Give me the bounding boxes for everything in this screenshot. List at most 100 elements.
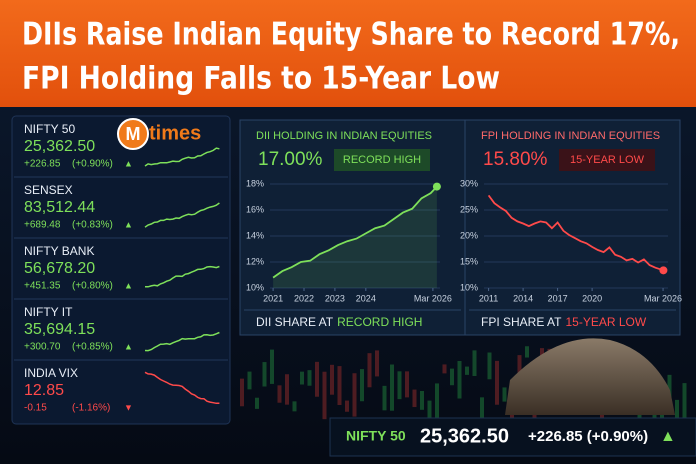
y-tick-label: 18% — [246, 178, 264, 188]
end-point — [432, 182, 441, 191]
ticker-name: SENSEX — [24, 183, 73, 197]
decor-candle — [495, 360, 499, 405]
ticker-arrow: ▲ — [124, 158, 133, 168]
decor-candle — [307, 370, 312, 386]
building — [505, 338, 675, 415]
decor-candle — [487, 352, 492, 380]
decor-candle — [330, 364, 334, 395]
bottom-ticker-arrow: ▲ — [660, 428, 676, 445]
logo-mark — [117, 118, 149, 150]
y-tick-label: 16% — [246, 204, 264, 214]
decor-candle — [682, 383, 687, 431]
decor-candle — [247, 371, 252, 390]
chart-title: FPI HOLDING IN INDIAN EQUITIES — [481, 130, 660, 142]
line — [272, 185, 438, 279]
decor-candle — [472, 350, 477, 377]
ticker-change-pct: (-1.16%) — [72, 403, 110, 414]
x-tick-label: 2017 — [548, 293, 568, 303]
badge — [334, 149, 430, 171]
decor-candle — [367, 353, 372, 388]
ticker-value: 56,678.20 — [24, 260, 95, 277]
decor-candle — [375, 350, 379, 377]
x-tick-label: Mar 2026 — [414, 293, 452, 303]
ticker-name: NIFTY 50 — [24, 122, 75, 136]
footer-lead: FPI SHARE AT — [481, 315, 562, 329]
chart-title: DII HOLDING IN INDIAN EQUITIES — [256, 130, 432, 142]
x-tick-label: 2023 — [325, 293, 345, 303]
headline: DIIs Raise Indian Equity Share to Record… — [22, 17, 680, 53]
line — [487, 194, 664, 272]
decor-candle — [360, 369, 364, 402]
ticker-name: NIFTY IT — [24, 305, 73, 319]
decor-candle — [480, 397, 484, 424]
ticker-arrow: ▲ — [124, 341, 133, 351]
chart-headline: 15.80% — [483, 149, 548, 170]
ticker-panel — [11, 115, 231, 425]
ticker-change: +689.48 — [24, 220, 61, 231]
bottom-ticker-value: 25,362.50 — [420, 425, 509, 447]
decor-candle — [660, 403, 664, 430]
badge — [559, 149, 655, 171]
ticker-change: +300.70 — [24, 342, 61, 353]
x-tick-label: 2020 — [582, 293, 602, 303]
header-banner — [0, 0, 696, 107]
x-tick-label: 2021 — [263, 293, 283, 303]
decor-candle — [435, 383, 439, 422]
decor-candle — [292, 401, 297, 412]
decor-candle — [667, 374, 672, 400]
ticker-arrow: ▲ — [124, 280, 133, 290]
decor-candle — [465, 366, 469, 375]
ticker-change-pct: (+0.83%) — [72, 220, 113, 231]
footer-lead: DII SHARE AT — [256, 315, 334, 329]
ticker-name: INDIA VIX — [24, 366, 78, 380]
y-tick-label: 10% — [246, 282, 264, 292]
sparkline — [144, 371, 220, 405]
ticker-value: 83,512.44 — [24, 199, 95, 216]
headline: FPI Holding Falls to 15-Year Low — [22, 61, 500, 97]
logo-letter: M — [126, 124, 141, 144]
decor-candle — [322, 371, 327, 420]
decor-candle — [337, 366, 342, 406]
decor-candle — [412, 389, 417, 408]
chart-headline: 17.00% — [258, 149, 323, 170]
ticker-arrow: ▲ — [124, 219, 133, 229]
footer-highlight: RECORD HIGH — [337, 315, 422, 329]
y-tick-label: 25% — [460, 204, 478, 214]
ticker-change: +226.85 — [24, 159, 61, 170]
ticker-value: 25,362.50 — [24, 138, 95, 155]
x-tick-label: 2024 — [356, 293, 376, 303]
sparkline — [144, 147, 220, 167]
sparkline — [144, 331, 220, 352]
decor-candle — [450, 368, 454, 386]
decor-candle — [457, 361, 462, 399]
sparkline — [144, 202, 220, 228]
decor-candle — [345, 400, 349, 412]
ticker-change: +451.35 — [24, 281, 61, 292]
decor-candle — [442, 364, 447, 374]
x-tick-label: 2011 — [479, 293, 498, 303]
decor-candle — [502, 387, 507, 402]
y-tick-label: 12% — [246, 256, 264, 266]
area — [273, 186, 437, 288]
decor-candle — [382, 385, 387, 411]
decor-candle — [315, 361, 319, 397]
decor-candle — [390, 364, 394, 411]
ticker-change-pct: (+0.85%) — [72, 342, 113, 353]
decor-candle — [300, 371, 304, 385]
decor-candle — [352, 373, 357, 417]
decor — [240, 346, 687, 448]
decor-candle — [405, 371, 409, 398]
logo-text: times — [149, 122, 201, 144]
bottom-ticker-name: NIFTY 50 — [346, 428, 406, 444]
ticker-value: 12.85 — [24, 382, 64, 399]
decor-candle — [277, 385, 282, 403]
ticker-change: -0.15 — [24, 403, 47, 414]
y-tick-label: 15% — [460, 256, 478, 266]
decor-candle — [270, 349, 274, 384]
sparkline — [145, 265, 220, 288]
bottom-ticker — [329, 417, 696, 457]
ticker-value: 35,694.15 — [24, 321, 95, 338]
ticker-change-pct: (+0.90%) — [72, 159, 113, 170]
badge-text: RECORD HIGH — [343, 154, 421, 166]
